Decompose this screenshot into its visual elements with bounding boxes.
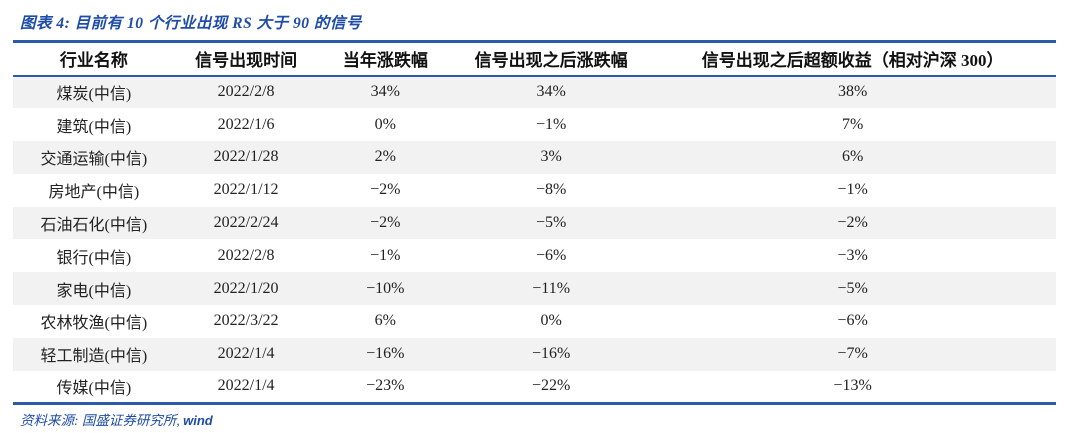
table-row: 传媒(中信) 2022/1/4 −23% −22% −13% [13, 370, 1056, 404]
excess-return-cell: −3% [837, 246, 868, 264]
change-after-signal-cell: −6% [535, 246, 567, 264]
change-after-signal-cell: −11% [532, 279, 571, 297]
source-line: 资料来源: 国盛证券研究所, wind [20, 409, 213, 429]
ytd-change-cell: −2% [370, 214, 401, 232]
ytd-change-cell: −10% [366, 279, 405, 297]
col-header-ytd-change: 当年涨跌幅 [317, 41, 454, 77]
ytd-change-cell: 34% [370, 83, 400, 101]
change-after-signal-cell: 34% [536, 83, 566, 101]
signal-date-cell: 2022/2/8 [217, 246, 275, 264]
industry-cell: 煤炭(中信) [56, 86, 132, 104]
excess-return-cell: 7% [841, 115, 864, 133]
industry-cell: 轻工制造(中信) [40, 348, 148, 366]
change-after-signal-cell: −5% [535, 214, 567, 232]
industry-cell: 传媒(中信) [56, 380, 132, 398]
ytd-change-cell: −2% [370, 181, 401, 199]
source-prefix: 资料来源: 国盛证券研究所, [20, 413, 184, 428]
figure-title: 图表 4: 目前有 10 个行业出现 RS 大于 90 的信号 [20, 15, 362, 32]
change-after-signal-cell: −16% [531, 345, 571, 363]
table-row: 家电(中信) 2022/1/20 −10% −11% −5% [13, 272, 1056, 306]
industry-cell: 石油石化(中信) [40, 217, 148, 235]
table-row: 交通运输(中信) 2022/1/28 2% 3% 6% [13, 141, 1056, 174]
table-row: 银行(中信) 2022/2/8 −1% −6% −3% [13, 239, 1056, 273]
table-row: 煤炭(中信) 2022/2/8 34% 34% 38% [13, 75, 1056, 109]
excess-return-cell: 38% [837, 83, 868, 101]
signal-date-cell: 2022/1/4 [217, 345, 275, 363]
change-after-signal-cell: −8% [535, 181, 567, 199]
col-header-excess-return: 信号出现之后超额收益（相对沪深 300） [649, 41, 1056, 77]
signal-date-cell: 2022/2/24 [213, 214, 279, 232]
ytd-change-cell: −16% [366, 345, 405, 363]
signal-table-container: 行业名称 信号出现时间 当年涨跌幅 信号出现之后涨跌幅 信号出现之后超额收益（相… [13, 40, 1056, 405]
change-after-signal-cell: 3% [540, 148, 562, 166]
industry-cell: 交通运输(中信) [40, 151, 148, 169]
industry-cell: 房地产(中信) [48, 184, 140, 202]
change-after-signal-cell: −1% [535, 115, 567, 133]
change-after-signal-cell: 0% [540, 312, 562, 330]
excess-return-cell: −2% [837, 214, 868, 232]
ytd-change-cell: −23% [366, 377, 405, 395]
change-after-signal-cell: −22% [531, 377, 571, 395]
ytd-change-cell: 6% [374, 312, 396, 330]
industry-cell: 建筑(中信) [56, 118, 132, 136]
col-header-change-after-signal: 信号出现之后涨跌幅 [453, 41, 650, 77]
ytd-change-cell: 2% [374, 148, 396, 166]
table-row: 房地产(中信) 2022/1/12 −2% −8% −1% [13, 173, 1056, 207]
table-row: 建筑(中信) 2022/1/6 0% −1% 7% [13, 108, 1056, 142]
signal-date-cell: 2022/1/12 [213, 181, 279, 199]
rs-signal-table: 行业名称 信号出现时间 当年涨跌幅 信号出现之后涨跌幅 信号出现之后超额收益（相… [13, 40, 1056, 405]
table-row: 石油石化(中信) 2022/2/24 −2% −5% −2% [13, 206, 1056, 240]
signal-date-cell: 2022/3/22 [213, 312, 279, 330]
signal-date-cell: 2022/1/4 [217, 377, 275, 395]
signal-date-cell: 2022/1/20 [213, 279, 279, 297]
industry-cell: 银行(中信) [56, 249, 132, 267]
ytd-change-cell: 0% [374, 115, 396, 133]
table-row: 轻工制造(中信) 2022/1/4 −16% −16% −7% [13, 337, 1056, 371]
signal-date-cell: 2022/1/6 [217, 115, 275, 133]
excess-return-cell: −13% [833, 377, 872, 395]
excess-return-cell: −1% [837, 181, 868, 199]
excess-return-cell: −6% [837, 312, 868, 330]
industry-cell: 农林牧渔(中信) [40, 315, 148, 333]
excess-return-cell: 6% [841, 148, 864, 166]
signal-date-cell: 2022/2/8 [217, 83, 275, 101]
industry-cell: 家电(中信) [56, 282, 132, 300]
col-header-industry: 行业名称 [13, 41, 175, 77]
table-row: 农林牧渔(中信) 2022/3/22 6% 0% −6% [13, 305, 1056, 338]
signal-date-cell: 2022/1/28 [213, 148, 279, 166]
col-header-signal-date: 信号出现时间 [174, 41, 318, 77]
excess-return-cell: −7% [837, 345, 868, 363]
wind-brand: wind [183, 413, 213, 428]
ytd-change-cell: −1% [370, 246, 401, 264]
header-row: 行业名称 信号出现时间 当年涨跌幅 信号出现之后涨跌幅 信号出现之后超额收益（相… [13, 41, 1056, 77]
excess-return-cell: −5% [837, 279, 868, 297]
